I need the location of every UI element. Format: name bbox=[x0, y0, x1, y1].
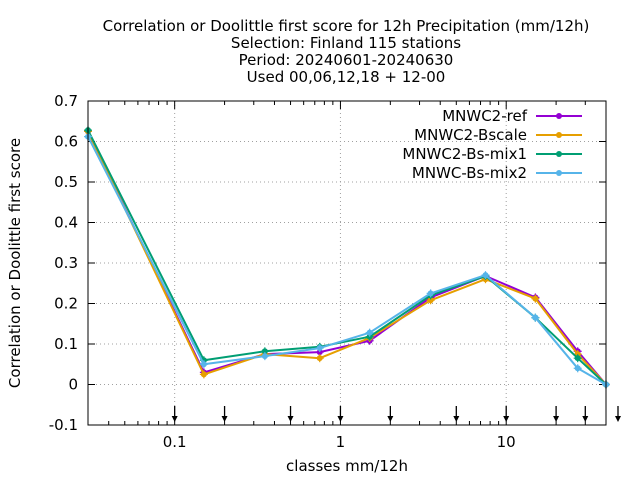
series-point bbox=[426, 289, 435, 298]
y-tick-label: 0.6 bbox=[54, 133, 78, 151]
class-mark-arrow bbox=[387, 406, 394, 422]
y-tick-label: 0.5 bbox=[54, 173, 78, 191]
title-line-1: Correlation or Doolittle first score for… bbox=[103, 17, 590, 35]
class-mark-arrow bbox=[221, 406, 228, 422]
series-point bbox=[199, 370, 208, 379]
class-mark-arrow bbox=[287, 406, 294, 422]
legend-entry: MNWC2-Bscale bbox=[414, 126, 582, 144]
y-tick-label: 0.2 bbox=[54, 295, 78, 313]
series-point bbox=[531, 313, 540, 322]
class-mark-head bbox=[582, 416, 589, 422]
series-point bbox=[315, 354, 324, 363]
y-tick-label: 0.3 bbox=[54, 254, 78, 272]
legend-marker bbox=[556, 113, 562, 119]
class-mark-arrow bbox=[503, 406, 510, 422]
series-point bbox=[199, 360, 208, 369]
class-mark-head bbox=[387, 416, 394, 422]
legend-label: MNWC-Bs-mix2 bbox=[412, 164, 527, 182]
legend-marker bbox=[556, 151, 562, 157]
y-tick-label: 0 bbox=[68, 376, 78, 394]
class-marks bbox=[171, 406, 621, 422]
series-point bbox=[260, 352, 269, 361]
series-point bbox=[481, 271, 490, 280]
series-layer bbox=[84, 126, 610, 389]
class-mark-arrow bbox=[615, 406, 621, 422]
class-mark-head bbox=[171, 416, 178, 422]
title-line-2: Selection: Finland 115 stations bbox=[231, 34, 461, 52]
class-mark-head bbox=[553, 416, 560, 422]
series-2 bbox=[84, 127, 610, 389]
class-mark-head bbox=[221, 416, 228, 422]
y-tick-label: 0.1 bbox=[54, 335, 78, 353]
series-point bbox=[573, 354, 582, 363]
y-tick-label: 0.7 bbox=[54, 92, 78, 110]
y-tick-label: -0.1 bbox=[49, 416, 78, 434]
legend-marker bbox=[556, 132, 562, 138]
y-axis-label: Correlation or Doolittle first score bbox=[6, 138, 24, 388]
class-mark-arrow bbox=[171, 406, 178, 422]
legend: MNWC2-refMNWC2-BscaleMNWC2-Bs-mix1MNWC-B… bbox=[402, 107, 582, 182]
legend-label: MNWC2-ref bbox=[442, 107, 527, 125]
x-tick-label: 10 bbox=[497, 433, 516, 451]
title-line-3: Period: 20240601-20240630 bbox=[239, 51, 454, 69]
legend-entry: MNWC2-Bs-mix1 bbox=[402, 145, 582, 163]
axis-ticks: -0.1 0 0.1 0.2 0.3 0.4 0.5 0.6 0.7 0.1 1 10 bbox=[49, 92, 606, 451]
series-point bbox=[315, 344, 324, 353]
series-point bbox=[573, 364, 582, 373]
class-mark-head bbox=[453, 416, 460, 422]
class-mark-arrow bbox=[453, 406, 460, 422]
title-line-4: Used 00,06,12,18 + 12-00 bbox=[247, 68, 446, 86]
series-line bbox=[87, 130, 607, 386]
class-mark-head bbox=[503, 416, 510, 422]
class-mark-arrow bbox=[337, 406, 344, 422]
class-mark-arrow bbox=[582, 406, 589, 422]
plot-frame bbox=[87, 100, 607, 426]
chart-title: Correlation or Doolittle first score for… bbox=[103, 17, 590, 86]
series-line bbox=[87, 129, 607, 386]
series-point bbox=[531, 294, 540, 303]
series-line bbox=[87, 136, 607, 386]
class-mark-head bbox=[337, 416, 344, 422]
legend-marker bbox=[556, 170, 562, 176]
x-tick-label: 1 bbox=[336, 433, 346, 451]
class-mark-head bbox=[615, 416, 621, 422]
legend-entry: MNWC-Bs-mix2 bbox=[412, 164, 582, 182]
grid bbox=[88, 101, 606, 425]
class-mark-arrow bbox=[553, 406, 560, 422]
x-axis-label: classes mm/12h bbox=[286, 457, 408, 475]
legend-label: MNWC2-Bs-mix1 bbox=[402, 145, 527, 163]
y-tick-label: 0.4 bbox=[54, 214, 78, 232]
series-point bbox=[365, 328, 374, 337]
class-mark-head bbox=[287, 416, 294, 422]
x-tick-label: 0.1 bbox=[163, 433, 187, 451]
series-1 bbox=[84, 127, 610, 389]
series-4 bbox=[84, 132, 610, 389]
legend-label: MNWC2-Bscale bbox=[414, 126, 527, 144]
series-3 bbox=[84, 126, 610, 389]
legend-entry: MNWC2-ref bbox=[442, 107, 582, 125]
